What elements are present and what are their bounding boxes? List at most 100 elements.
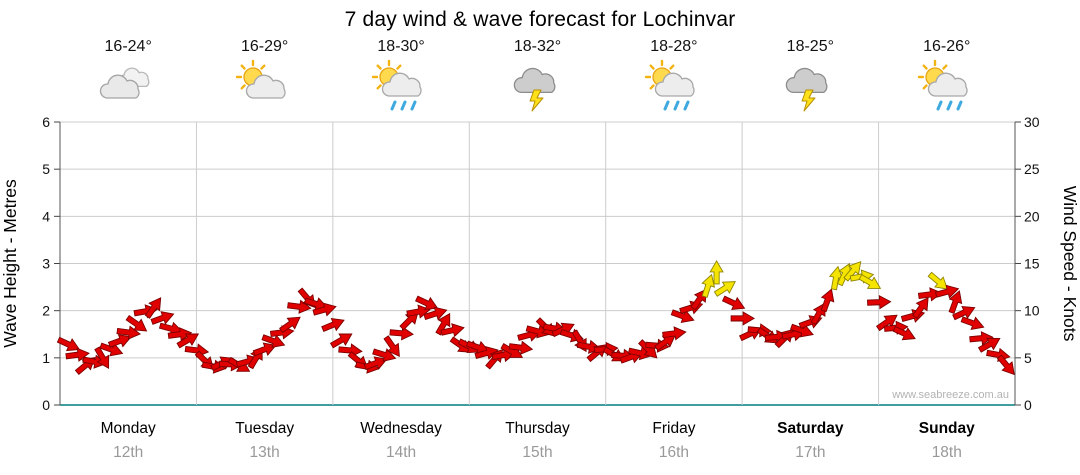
wind-tick-label: 30 [1024, 114, 1040, 130]
wave-tick-label: 2 [42, 303, 50, 319]
wind-arrow [948, 290, 963, 315]
cloud-icon [381, 72, 422, 97]
wind-arrow [56, 336, 81, 352]
cloud-icon [786, 67, 828, 94]
wind-arrow [399, 310, 419, 331]
wind-arrow [828, 265, 844, 291]
wind-arrow [709, 260, 724, 285]
cloudy-icon [60, 59, 196, 117]
days-header: 16-24° 16-29° 18-30° 18-32° 18-28° 18-25° 16-2… [0, 0, 1080, 120]
lightning-icon [801, 89, 816, 112]
day-column-sunday: 16-26° [879, 38, 1015, 117]
wind-arrow [423, 306, 448, 321]
wind-arrow [867, 295, 892, 310]
temp-range: 18-30° [377, 38, 425, 55]
storm-icon [470, 59, 606, 117]
wind-arrow [843, 261, 862, 282]
sun-showers-icon [879, 59, 1015, 117]
wind-arrow [927, 271, 949, 290]
wind-arrow [372, 348, 397, 362]
wind-arrow [415, 295, 439, 310]
wind-arrow [150, 311, 175, 325]
day-date-label: 12th [113, 444, 143, 461]
wind-arrow [363, 356, 388, 371]
temp-range: 18-32° [513, 38, 562, 55]
day-name-label: Tuesday [235, 420, 294, 437]
temp-range: 16-24° [104, 38, 152, 55]
watermark: www.seabreeze.com.au [891, 389, 1009, 401]
sun-showers-icon [333, 59, 469, 117]
wind-arrow [969, 331, 994, 346]
temp-range: 16-29° [240, 38, 289, 55]
wind-arrow [167, 327, 193, 342]
wind-arrow [858, 274, 882, 289]
wind-arrow [525, 324, 550, 339]
wind-arrow [820, 288, 835, 313]
day-name-label: Friday [652, 420, 695, 437]
cloud-icon [513, 67, 555, 94]
day-date-label: 16th [659, 444, 689, 461]
wind-tick-label: 5 [1024, 350, 1032, 366]
day-column-saturday: 18-25° [742, 38, 878, 117]
day-column-tuesday: 16-29° [197, 38, 333, 117]
wind-arrow [338, 343, 363, 358]
wind-tick-label: 20 [1024, 208, 1040, 224]
wind-arrow [654, 334, 676, 352]
right-axis-title: Wind Speed - Knots [1060, 186, 1080, 342]
sun-showers-icon [606, 59, 742, 117]
wind-arrow [892, 325, 916, 341]
day-date-label: 13th [250, 444, 280, 461]
wind-arrow [321, 317, 345, 332]
wind-arrow [261, 334, 286, 348]
temp-range: 18-25° [786, 38, 834, 55]
wind-arrow [116, 325, 141, 340]
day-date-label: 14th [386, 444, 416, 461]
wind-arrow [329, 333, 353, 349]
wind-arrow [662, 326, 687, 341]
wave-tick-label: 4 [42, 208, 50, 224]
day-name-label: Sunday [919, 420, 975, 437]
day-date-label: 17th [795, 444, 825, 461]
wind-arrow [789, 323, 814, 338]
wave-tick-label: 0 [42, 397, 50, 413]
storm-icon [742, 59, 878, 117]
wind-arrow [176, 333, 200, 349]
cloud-icon [245, 74, 286, 99]
wind-arrow [875, 314, 898, 332]
wind-arrow [721, 295, 746, 310]
temp-range: 16-26° [923, 38, 971, 55]
wind-arrow [107, 334, 132, 348]
wind-arrow [977, 337, 1001, 353]
day-name-label: Monday [101, 420, 156, 437]
rain-icon [663, 100, 690, 111]
day-name-label: Saturday [777, 420, 844, 437]
cloud-icon [100, 74, 140, 99]
wind-arrow [508, 340, 534, 355]
day-column-monday: 16-24° [60, 38, 196, 117]
wind-tick-label: 25 [1024, 161, 1040, 177]
wind-arrow [960, 316, 985, 331]
wind-arrow [912, 297, 929, 319]
rain-icon [936, 100, 963, 111]
wave-tick-label: 1 [42, 350, 50, 366]
wind-arrow [730, 311, 755, 326]
wind-arrow [952, 305, 976, 321]
cloud-icon [654, 72, 695, 97]
wind-arrow [670, 309, 695, 324]
rain-icon [390, 100, 417, 111]
wind-arrow [934, 284, 960, 299]
wave-tick-label: 3 [42, 256, 50, 272]
wind-arrow [287, 299, 312, 314]
wind-tick-label: 10 [1024, 303, 1040, 319]
cloud-icon [927, 72, 968, 97]
wind-tick-label: 0 [1024, 397, 1032, 413]
wind-arrow [627, 346, 653, 361]
wind-arrow [94, 346, 110, 369]
chart-title: 7 day wind & wave forecast for Lochinvar [344, 8, 736, 31]
wind-arrow [701, 273, 716, 298]
day-name-label: Wednesday [360, 420, 442, 437]
wind-arrow [125, 315, 148, 332]
day-column-thursday: 18-32° [470, 38, 606, 117]
wind-arrow [252, 342, 277, 357]
